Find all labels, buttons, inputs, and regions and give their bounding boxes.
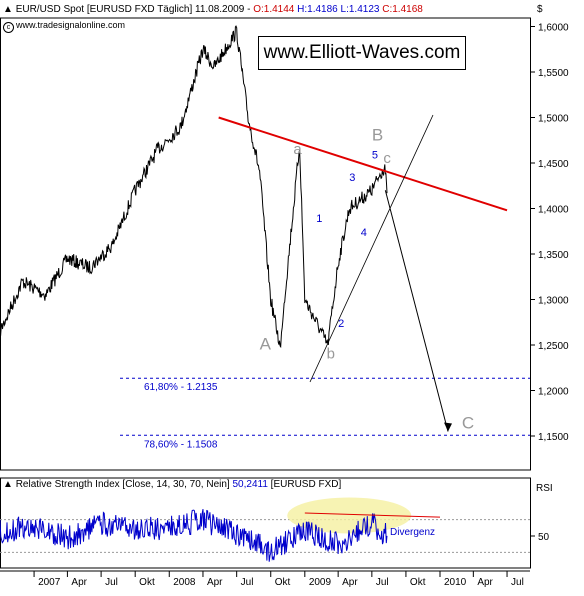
x-tick-label: Apr	[207, 577, 223, 588]
y-tick-label: 1,3500	[538, 250, 569, 261]
x-tick-label: Apr	[71, 577, 87, 588]
rsi-axis-label: RSI	[536, 483, 553, 494]
x-tick-label: Okt	[275, 577, 291, 588]
high-value: H:1.4186	[297, 4, 338, 15]
wave-label: 1	[316, 213, 322, 225]
wave-label: b	[327, 346, 335, 363]
projection-arrow-head	[444, 422, 452, 432]
x-tick-label: Apr	[342, 577, 358, 588]
wave-label: a	[293, 141, 302, 158]
chart-arrow-icon: ▲	[3, 4, 13, 15]
divergence-line	[304, 512, 441, 518]
low-value: L:1.4123	[340, 4, 380, 15]
price-series-line	[0, 25, 388, 349]
wave-label: 4	[361, 227, 367, 239]
x-tick-label: Okt	[139, 577, 155, 588]
credit: c www.tradesignalonline.com	[3, 20, 125, 33]
x-tick-label: Okt	[410, 577, 426, 588]
fib-label: 78,60% - 1.1508	[144, 439, 218, 450]
resistance-line	[218, 116, 508, 212]
rsi-header: ▲ Relative Strength Index [Close, 14, 30…	[3, 479, 341, 491]
y-tick-label: 1,3000	[538, 296, 569, 307]
y-tick-label: 1,2500	[538, 341, 569, 352]
x-tick-label: 2008	[173, 577, 196, 588]
x-tick-label: 2009	[309, 577, 332, 588]
x-tick-label: Apr	[477, 577, 493, 588]
wave-label: c	[383, 150, 391, 167]
header-info: ▲ EUR/USD Spot [EURUSD FXD Täglich] 11.0…	[3, 4, 423, 15]
divergence-label: Divergenz	[390, 527, 435, 538]
rsi-highlight	[287, 497, 412, 534]
y-tick-label: 1,2000	[538, 387, 569, 398]
price-panel-frame	[0, 17, 531, 471]
copyright-icon: c	[3, 22, 14, 33]
symbol-label: EUR/USD Spot [EURUSD FXD Täglich]	[15, 4, 193, 15]
y-tick-label: 1,5500	[538, 68, 569, 79]
rsi-value: 50,2411	[232, 479, 268, 490]
wave-label: A	[260, 335, 272, 354]
y-tick-label: 1,5000	[538, 114, 569, 125]
x-tick-label: 2007	[38, 577, 61, 588]
rsi-arrow-icon: ▲	[3, 479, 13, 490]
y-tick-label: 1,1500	[538, 432, 569, 443]
rsi-title: Relative Strength Index [Close, 14, 30, …	[15, 479, 230, 490]
currency-label: $	[537, 4, 543, 15]
x-tick-label: Jul	[105, 577, 118, 588]
date-label: 11.08.2009	[195, 4, 245, 15]
rsi-series-line	[0, 509, 388, 562]
wave-label: 2	[338, 318, 344, 330]
wave-label: B	[372, 125, 383, 144]
support-trendline	[309, 114, 434, 383]
y-tick-label: 1,4500	[538, 159, 569, 170]
x-tick-label: 2010	[444, 577, 467, 588]
x-tick-label: Jul	[376, 577, 389, 588]
credit-url: www.tradesignalonline.com	[16, 20, 126, 30]
rsi-symbol: [EURUSD FXD]	[270, 479, 342, 490]
brand-box: www.Elliott-Waves.com	[258, 36, 466, 70]
projection-arrow	[384, 190, 449, 432]
close-value: C:1.4168	[382, 4, 423, 15]
open-value: O:1.4144	[253, 4, 295, 15]
wave-label: 3	[349, 172, 355, 184]
fib-label: 61,80% - 1.2135	[144, 382, 218, 393]
x-tick-label: Jul	[241, 577, 254, 588]
y-tick-label: 1,6000	[538, 23, 569, 34]
y-tick-label: 1,4000	[538, 205, 569, 216]
wave-label: C	[462, 414, 474, 433]
rsi-panel-frame	[0, 477, 531, 569]
wave-label: 5	[372, 149, 378, 161]
x-tick-label: Jul	[511, 577, 524, 588]
rsi-tick-label: 50	[538, 532, 550, 543]
